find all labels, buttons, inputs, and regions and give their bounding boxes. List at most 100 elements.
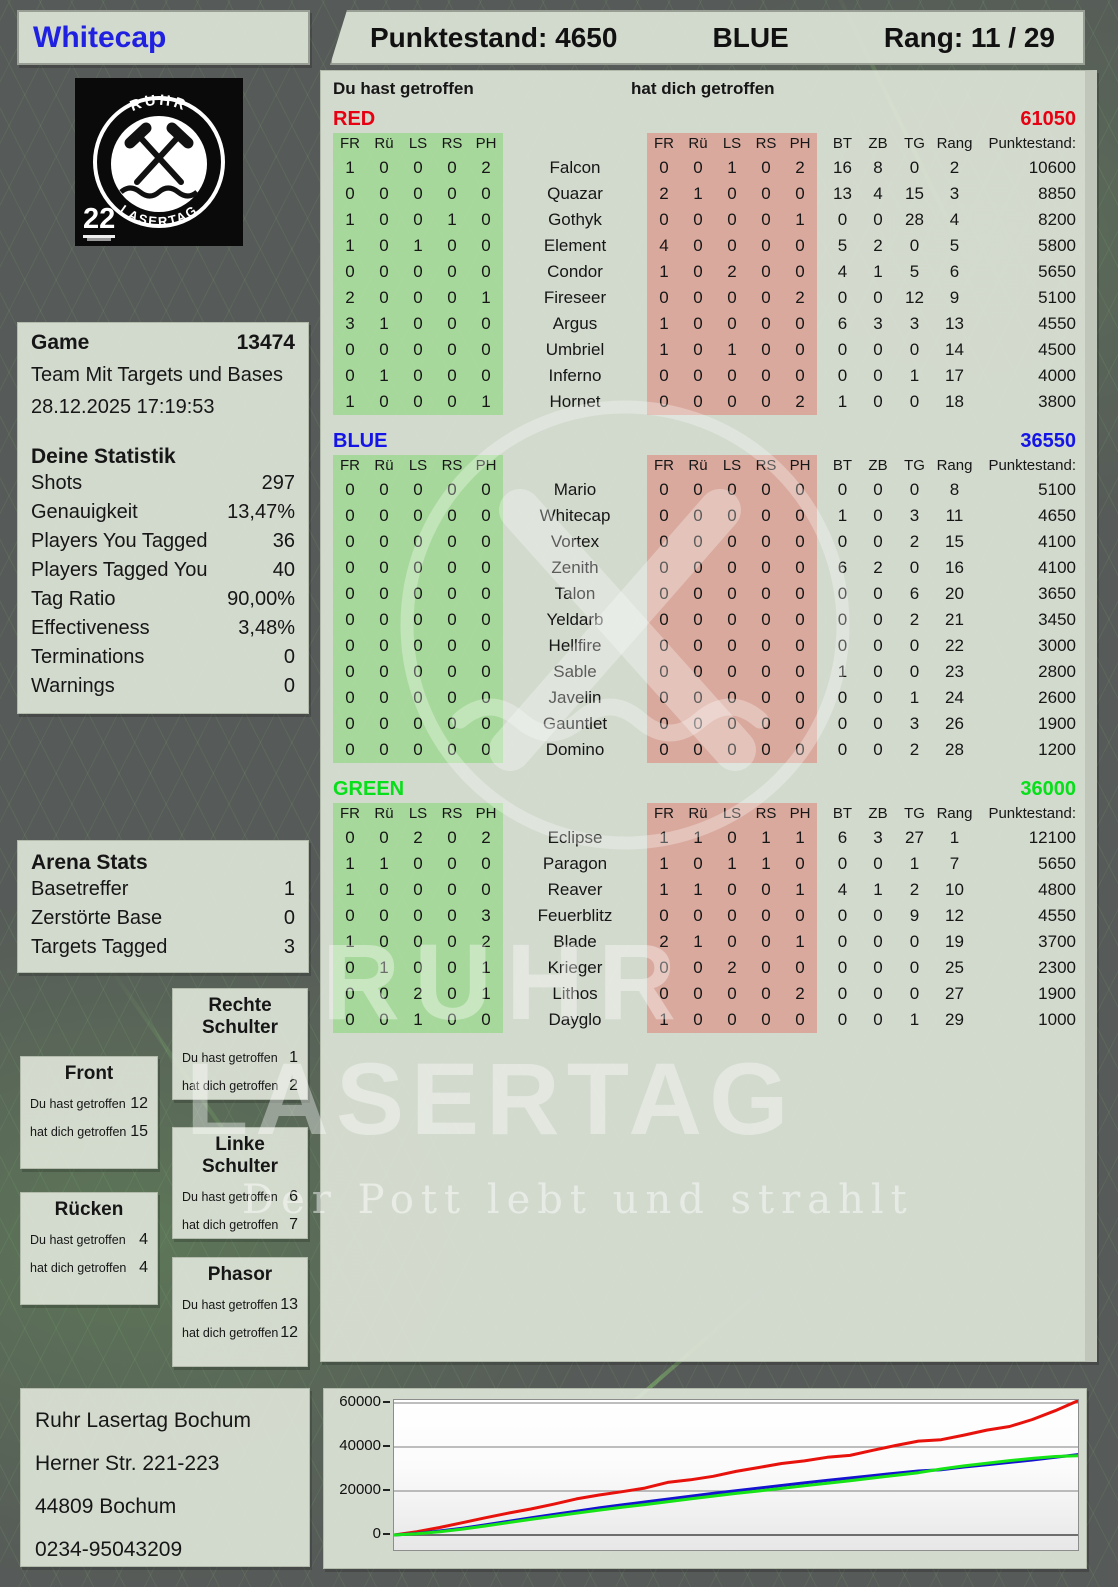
hit-you-cell: 0 <box>749 711 783 737</box>
arena-list: Basetreffer 1 Zerstörte Base 0 Targets Tagge… <box>31 875 295 962</box>
zone-title: Phasor <box>207 1264 273 1285</box>
hit-you-cell: 1 <box>647 1007 681 1033</box>
stat-cell: 0 <box>837 636 848 655</box>
stat-cell: 0 <box>873 984 883 1003</box>
hit-you-cell: 0 <box>783 363 817 389</box>
stat-label: Zerstörte Base <box>31 907 163 929</box>
stat-cell: 0 <box>873 636 883 655</box>
stat-column-header: ZB <box>868 457 888 474</box>
zone-column-header: PH <box>469 803 503 825</box>
hit-you-cell: 0 <box>681 633 715 659</box>
you-hit-cell: 0 <box>333 659 367 685</box>
stat-cell: 0 <box>909 558 920 577</box>
hit-you-cell: 1 <box>749 825 783 851</box>
hit-you-cell: 0 <box>715 207 749 233</box>
zone-you-label: Du hast getroffen <box>182 1190 278 1204</box>
points-cell: 1900 <box>1038 714 1076 733</box>
stat-cell: 0 <box>873 740 883 759</box>
team-name: GREEN <box>333 777 405 800</box>
zone-column-header: FR <box>333 803 367 825</box>
stat-cell: 0 <box>909 158 920 177</box>
player-row: 0 0 0 0 0 Sable 0 0 0 0 0 1 0 0 23 2800 <box>333 659 1076 685</box>
hit-you-cell: 0 <box>783 233 817 259</box>
stat-cell: 0 <box>837 288 848 307</box>
player-row: 0 0 0 0 0 Talon 0 0 0 0 0 0 0 6 20 3650 <box>333 581 1076 607</box>
player-row: 1 0 1 0 0 Element 4 0 0 0 0 5 2 0 5 5800 <box>333 233 1076 259</box>
you-hit-cell: 1 <box>401 233 435 259</box>
hit-you-cell: 0 <box>681 529 715 555</box>
you-hit-cell: 0 <box>333 825 367 851</box>
you-hit-cell: 0 <box>435 155 469 181</box>
score-chart <box>394 1400 1078 1537</box>
hit-you-cell: 1 <box>647 877 681 903</box>
hit-you-cell: 0 <box>783 955 817 981</box>
points-cell: 2600 <box>1038 688 1076 707</box>
you-hit-cell: 1 <box>333 155 367 181</box>
you-hit-cell: 0 <box>435 851 469 877</box>
stat-cell: 21 <box>945 610 964 629</box>
hit-you-cell: 1 <box>681 825 715 851</box>
points-cell: 4100 <box>1038 558 1076 577</box>
hit-you-cell: 0 <box>647 207 681 233</box>
stat-cell: 6 <box>837 558 848 577</box>
zone-column-header: LS <box>715 455 749 477</box>
game-mode: Team Mit Targets und Bases <box>31 364 283 386</box>
player-name-cell: Argus <box>552 314 598 333</box>
address-panel: Ruhr Lasertag Bochum Herner Str. 221-223… <box>20 1388 310 1567</box>
hit-you-cell: 0 <box>715 233 749 259</box>
team-name: BLUE <box>333 429 388 452</box>
hit-you-cell: 0 <box>749 259 783 285</box>
column-header-row: FR Rü LS RS PH FR Rü LS RS PH BT ZB TG Rang Punktestan… <box>333 803 1076 825</box>
zone-them-label: hat dich getroffen <box>30 1261 127 1275</box>
hit-you-cell: 1 <box>783 207 817 233</box>
hit-you-cell: 0 <box>681 155 715 181</box>
hit-you-cell: 1 <box>715 851 749 877</box>
points-cell: 12100 <box>1028 828 1076 847</box>
stat-cell: 0 <box>837 906 848 925</box>
stat-cell: 24 <box>945 688 964 707</box>
stat-column-header: TG <box>904 457 925 474</box>
stat-cell: 5 <box>909 262 920 281</box>
you-hit-cell: 0 <box>333 981 367 1007</box>
you-hit-cell: 2 <box>401 981 435 1007</box>
stat-label: Players You Tagged <box>31 530 208 552</box>
address-line: Herner Str. 221-223 <box>35 1452 220 1475</box>
stat-cell: 6 <box>837 828 848 847</box>
hit-you-cell: 0 <box>749 955 783 981</box>
zone-column-header: RS <box>435 133 469 155</box>
player-name-cell: Zenith <box>551 558 599 577</box>
hit-you-cell: 2 <box>715 259 749 285</box>
arena-title: Arena Stats <box>31 851 148 874</box>
stat-cell: 6 <box>909 584 920 603</box>
hit-you-cell: 0 <box>647 737 681 763</box>
you-hit-cell: 0 <box>367 155 401 181</box>
team-section-blue: BLUE 36550 FR Rü LS RS PH FR Rü LS RS PH BT ZB TG Rang P… <box>333 427 1076 763</box>
you-hit-cell: 0 <box>469 503 503 529</box>
you-hit-cell: 0 <box>367 633 401 659</box>
stat-value: 3,48% <box>238 617 295 639</box>
you-hit-cell: 1 <box>367 851 401 877</box>
stat-cell: 17 <box>945 366 964 385</box>
stat-column-header: ZB <box>868 805 888 822</box>
stat-cell: 28 <box>905 210 924 229</box>
you-hit-cell: 1 <box>333 851 367 877</box>
zone-you-value: 12 <box>130 1095 148 1112</box>
you-hit-cell: 0 <box>435 389 469 415</box>
hit-you-cell: 0 <box>715 503 749 529</box>
you-hit-cell: 0 <box>333 1007 367 1033</box>
you-hit-cell: 0 <box>333 955 367 981</box>
stat-cell: 0 <box>873 288 883 307</box>
hit-you-cell: 0 <box>681 503 715 529</box>
you-hit-cell: 1 <box>367 363 401 389</box>
zone-column-header: FR <box>333 455 367 477</box>
stat-cell: 5 <box>949 236 960 255</box>
player-row: 0 0 0 0 0 Quazar 2 1 0 0 0 13 4 15 3 8850 <box>333 181 1076 207</box>
stat-cell: 0 <box>909 662 920 681</box>
zone-column-header: RS <box>435 455 469 477</box>
hit-you-cell: 0 <box>749 1007 783 1033</box>
stat-cell: 23 <box>945 662 964 681</box>
you-hit-cell: 0 <box>435 233 469 259</box>
you-hit-cell: 0 <box>469 877 503 903</box>
player-name-cell: Sable <box>553 662 597 681</box>
zone-them-label: hat dich getroffen <box>182 1326 279 1340</box>
